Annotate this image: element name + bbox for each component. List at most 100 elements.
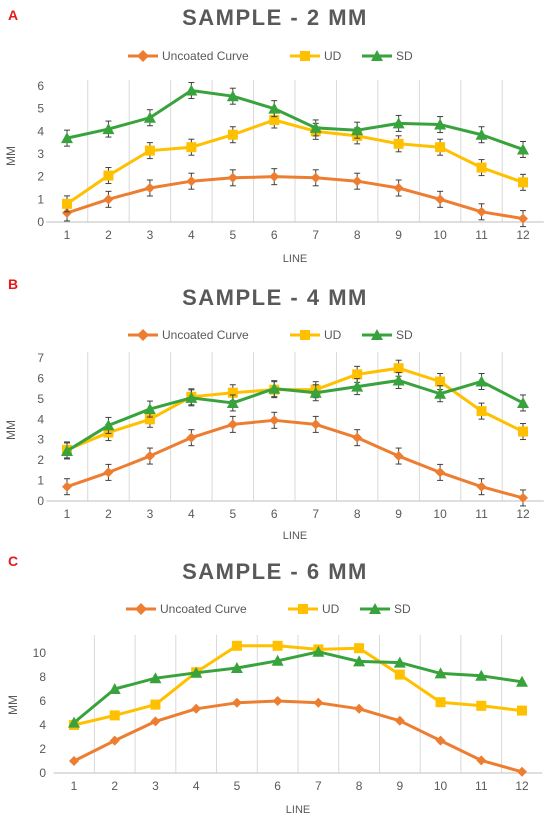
data-point-diamond [227,172,238,183]
data-point-triangle [68,716,80,728]
x-tick-label: 6 [271,228,278,242]
data-point-diamond [103,467,114,478]
data-point-diamond [352,432,363,443]
y-tick-label: 2 [37,170,44,184]
y-tick-label: 10 [33,646,47,660]
data-point-square [476,700,487,711]
panel-letter: C [8,553,19,569]
series-sd [68,645,528,728]
legend-item-ud: UD [290,326,341,344]
series-line [66,118,524,206]
data-point-triangle [185,391,198,403]
data-point-diamond [62,481,72,492]
data-point-diamond [476,481,487,492]
data-point-diamond [313,697,324,708]
legend-item-ud: UD [290,47,341,65]
series-line [73,699,523,774]
data-point-triangle [143,403,156,415]
data-point-triangle [102,123,115,135]
x-tick-label: 9 [395,228,402,242]
data-point-diamond [518,492,528,503]
data-point-triangle [516,675,528,687]
data-point-diamond [518,213,528,224]
legend-item-uncoated: Uncoated Curve [128,326,249,344]
data-point-triangle [309,386,322,398]
data-point-square [144,414,155,425]
series-line [73,644,523,727]
y-tick-label: 0 [39,766,46,780]
data-point-diamond [394,715,405,726]
data-point-diamond [150,716,161,727]
legend-item-ud: UD [288,600,339,618]
triangle-marker-icon [362,329,392,340]
legend-label: Uncoated Curve [162,49,249,63]
data-point-triangle [434,387,447,399]
x-axis-label: LINE [283,530,307,542]
panel-letter: A [8,7,19,23]
data-point-triangle [61,444,73,456]
x-tick-label: 8 [354,228,361,242]
series-uncoated-curve [62,168,528,228]
data-point-square [352,369,363,380]
x-tick-label: 9 [395,507,402,521]
data-point-square [269,115,280,125]
data-point-diamond [393,451,404,462]
data-point-square [186,142,197,153]
y-tick-label: 3 [37,147,44,161]
y-axis-label: MM [4,420,18,440]
data-point-diamond [476,206,487,217]
x-tick-label: 11 [475,228,488,242]
data-point-diamond [186,176,197,187]
x-tick-label: 1 [71,779,78,793]
x-tick-label: 2 [105,507,112,521]
data-point-square [393,363,404,374]
legend-label: SD [396,328,413,342]
data-point-square [517,705,527,716]
data-point-triangle [271,654,284,666]
x-tick-label: 12 [516,507,530,521]
data-point-diamond [227,419,238,430]
data-point-triangle [434,667,447,679]
data-point-diamond [144,451,155,462]
y-axis-label: MM [4,146,18,166]
square-marker-icon [290,51,320,61]
data-point-triangle [517,143,529,155]
x-tick-label: 8 [354,507,361,521]
legend: Uncoated Curve UD SD [0,47,550,65]
x-tick-label: 9 [396,779,403,793]
data-point-triangle [190,666,203,678]
x-tick-label: 5 [229,507,236,521]
x-tick-label: 12 [515,779,529,793]
chart-title: SAMPLE - 4 MM [182,285,368,310]
y-tick-label: 6 [39,694,46,708]
triangle-marker-icon [360,603,390,614]
data-point-square [227,387,238,398]
y-tick-label: 5 [37,102,44,116]
series-uncoated-curve [69,696,527,777]
x-tick-label: 1 [64,507,71,521]
data-point-triangle [102,419,115,431]
data-point-square [354,643,365,654]
data-point-square [150,699,161,710]
series-line [73,650,523,724]
x-tick-label: 4 [188,228,195,242]
data-point-square [518,426,528,437]
data-point-diamond [310,172,321,183]
y-tick-label: 4 [39,718,46,732]
data-point-triangle [475,669,488,681]
data-point-diamond [186,432,197,443]
x-tick-label: 4 [193,779,200,793]
chart-panel-c: C SAMPLE - 6 MM Uncoated Curve UD SD 0 2 4… [0,550,550,821]
data-point-square [435,697,446,708]
data-point-triangle [149,672,162,684]
data-point-triangle [351,124,364,136]
series-line [66,378,524,453]
y-tick-label: 1 [37,192,44,206]
square-marker-icon [288,604,318,614]
data-point-square [144,145,155,156]
y-axis-label: MM [6,695,20,715]
x-tick-label: 5 [234,779,241,793]
